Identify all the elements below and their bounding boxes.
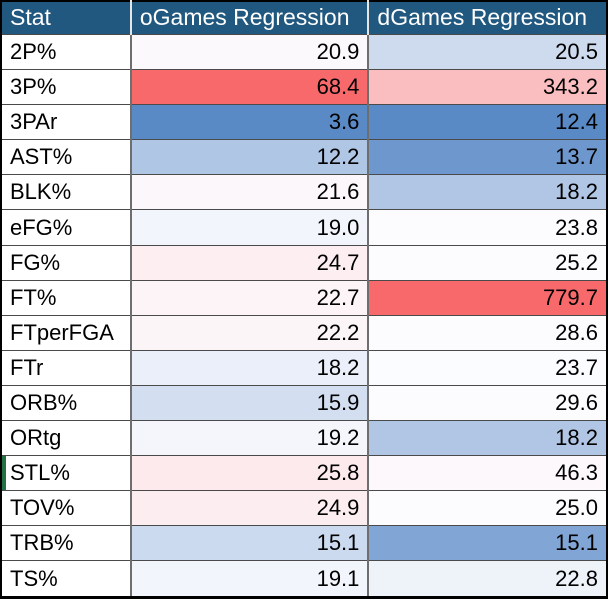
dgames-regression-value-cell[interactable]: 23.8: [367, 209, 607, 246]
stat-cell[interactable]: ORtg: [1, 420, 131, 456]
dgames-regression-value-cell[interactable]: 18.2: [367, 420, 607, 456]
header-row: Stat oGames Regression dGames Regression: [1, 1, 607, 35]
dgames-regression-value-cell[interactable]: 46.3: [367, 455, 607, 491]
dgames-regression-value-cell[interactable]: 12.4: [367, 104, 607, 140]
dgames-regression-value-cell[interactable]: 18.2: [367, 174, 607, 210]
table-row: FTperFGA 22.2 28.6: [1, 314, 607, 351]
ogames-regression-value-cell[interactable]: 68.4: [129, 69, 369, 105]
table-row: FT% 22.7 779.7: [1, 279, 607, 316]
ogames-regression-value-cell[interactable]: 25.8: [129, 455, 369, 491]
ogames-regression-value-cell[interactable]: 15.9: [129, 384, 369, 421]
ogames-regression-value-cell[interactable]: 24.9: [129, 490, 369, 526]
stat-cell[interactable]: eFG%: [1, 209, 131, 246]
ogames-regression-value-cell[interactable]: 15.1: [129, 525, 369, 561]
ogames-regression-value-cell[interactable]: 22.7: [129, 279, 369, 316]
ogames-regression-value-cell[interactable]: 20.9: [129, 33, 369, 70]
column-header-ogames[interactable]: oGames Regression: [129, 1, 369, 35]
stat-cell[interactable]: 3P%: [1, 69, 131, 105]
dgames-regression-value-cell[interactable]: 25.0: [367, 490, 607, 526]
table-row: ORB% 15.9 29.6: [1, 384, 607, 421]
stat-cell[interactable]: FTr: [1, 349, 131, 386]
dgames-regression-value-cell[interactable]: 343.2: [367, 69, 607, 105]
stat-cell-selected-edge[interactable]: STL%: [1, 455, 131, 491]
stat-cell[interactable]: BLK%: [1, 174, 131, 210]
stat-cell[interactable]: FG%: [1, 244, 131, 281]
table-row: AST% 12.2 13.7: [1, 139, 607, 175]
dgames-regression-value-cell[interactable]: 22.8: [367, 560, 607, 598]
dgames-regression-value-cell[interactable]: 29.6: [367, 384, 607, 421]
dgames-regression-value-cell[interactable]: 15.1: [367, 525, 607, 561]
table-row: FTr 18.2 23.7: [1, 349, 607, 386]
ogames-regression-value-cell[interactable]: 19.0: [129, 209, 369, 246]
ogames-regression-value-cell[interactable]: 21.6: [129, 174, 369, 210]
ogames-regression-value-cell[interactable]: 12.2: [129, 139, 369, 175]
dgames-regression-value-cell[interactable]: 13.7: [367, 139, 607, 175]
ogames-regression-value-cell[interactable]: 3.6: [129, 104, 369, 140]
ogames-regression-value-cell[interactable]: 22.2: [129, 314, 369, 351]
ogames-regression-value-cell[interactable]: 24.7: [129, 244, 369, 281]
table-row: 3P% 68.4 343.2: [1, 69, 607, 105]
dgames-regression-value-cell[interactable]: 20.5: [367, 33, 607, 70]
table-row: eFG% 19.0 23.8: [1, 209, 607, 246]
table-row: 2P% 20.9 20.5: [1, 33, 607, 70]
stat-cell[interactable]: TRB%: [1, 525, 131, 561]
stat-cell[interactable]: TOV%: [1, 490, 131, 526]
stat-cell[interactable]: FTperFGA: [1, 314, 131, 351]
dgames-regression-value-cell[interactable]: 28.6: [367, 314, 607, 351]
stat-cell[interactable]: ORB%: [1, 384, 131, 421]
table-row: TRB% 15.1 15.1: [1, 525, 607, 561]
table-row: TS% 19.1 22.8: [1, 560, 607, 598]
stat-cell[interactable]: FT%: [1, 279, 131, 316]
stat-cell[interactable]: 3PAr: [1, 104, 131, 140]
ogames-regression-value-cell[interactable]: 19.2: [129, 420, 369, 456]
column-header-dgames[interactable]: dGames Regression: [367, 1, 607, 35]
dgames-regression-value-cell[interactable]: 23.7: [367, 349, 607, 386]
stat-cell[interactable]: TS%: [1, 560, 131, 598]
stat-cell[interactable]: AST%: [1, 139, 131, 175]
ogames-regression-value-cell[interactable]: 19.1: [129, 560, 369, 598]
table-row: TOV% 24.9 25.0: [1, 490, 607, 526]
ogames-regression-value-cell[interactable]: 18.2: [129, 349, 369, 386]
table-row: ORtg 19.2 18.2: [1, 420, 607, 456]
dgames-regression-value-cell[interactable]: 25.2: [367, 244, 607, 281]
table-row: FG% 24.7 25.2: [1, 244, 607, 281]
column-header-stat[interactable]: Stat: [1, 1, 131, 35]
dgames-regression-value-cell[interactable]: 779.7: [367, 279, 607, 316]
table-row: 3PAr 3.6 12.4: [1, 104, 607, 140]
table-row: BLK% 21.6 18.2: [1, 174, 607, 210]
table-row: STL% 25.8 46.3: [1, 455, 607, 491]
stat-cell[interactable]: 2P%: [1, 33, 131, 70]
